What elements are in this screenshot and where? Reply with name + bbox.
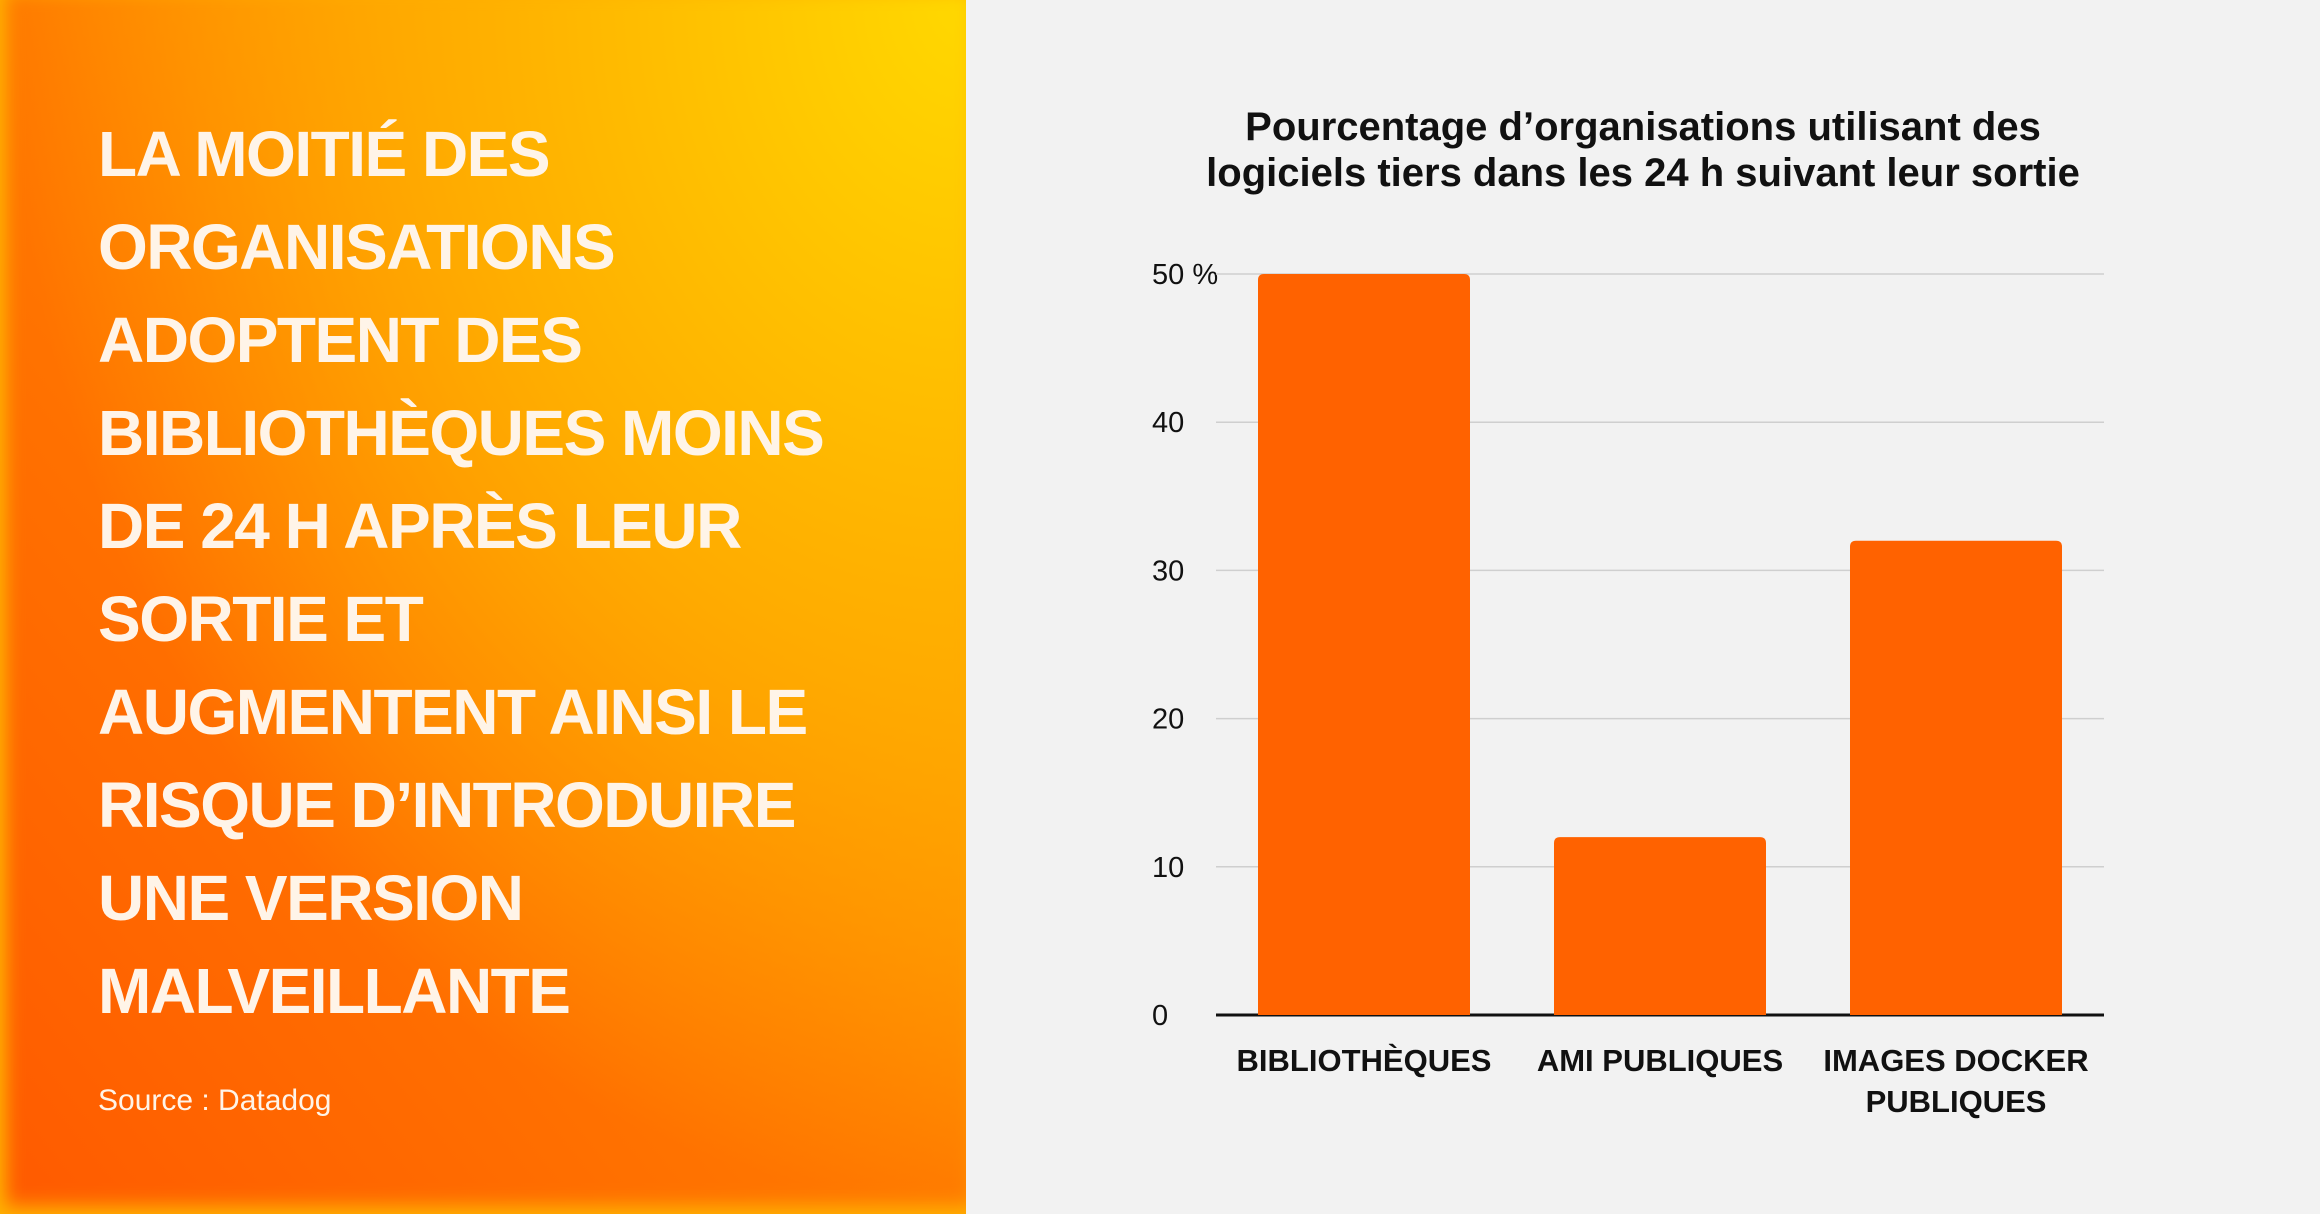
headline-line: MALVEILLANTE [98,955,571,1027]
chart-title: logiciels tiers dans les 24 h suivant le… [1206,151,2080,195]
y-tick-label: 50 % [1152,259,1218,291]
y-tick-label: 40 [1152,407,1184,439]
chart-title: Pourcentage d’organisations utilisant de… [1245,105,2041,149]
left-panel: LA MOITIÉ DES ORGANISATIONS ADOPTENT DES BI… [0,0,966,1214]
headline-line: DE 24 H APRÈS LEUR [98,490,742,562]
x-tick-label: IMAGES DOCKER PUBLIQUES [1823,1043,2089,1119]
source: Source : Datadog [98,1084,332,1117]
headline-line: ORGANISATIONS [98,211,616,283]
bar [1554,837,1766,1015]
headline-line: LA MOITIÉ DES [98,118,551,190]
headline-line: ADOPTENT DES [98,304,583,376]
bar [1850,540,2062,1015]
headline-line: BIBLIOTHÈQUES MOINS [98,397,825,469]
headline: LA MOITIÉ DES ORGANISATIONS ADOPTENT DES BI… [98,108,825,1038]
headline-line: RISQUE D’INTRODUIRE [98,769,796,841]
bar [1258,274,1470,1015]
y-tick-label: 0 [1152,1000,1168,1032]
y-tick-label: 30 [1152,555,1184,587]
x-tick-label: BIBLIOTHÈQUES [1236,1043,1492,1078]
x-tick-label: AMI PUBLIQUES [1536,1043,1784,1078]
y-tick-label: 10 [1152,852,1184,884]
headline-line: AUGMENTENT AINSI LE [98,676,808,748]
y-tick-label: 20 [1152,704,1184,736]
headline-line: SORTIE ET [98,583,424,655]
headline-line: UNE VERSION [98,862,524,934]
